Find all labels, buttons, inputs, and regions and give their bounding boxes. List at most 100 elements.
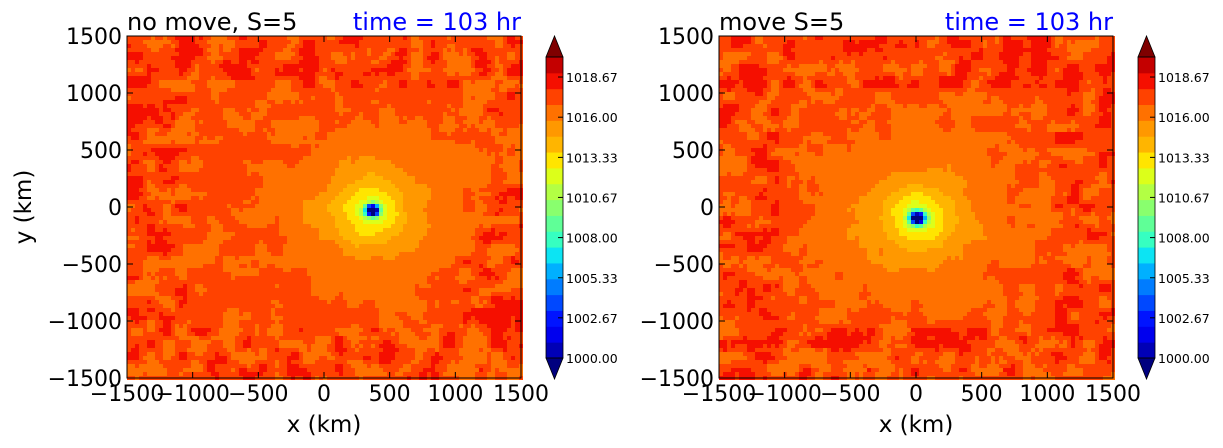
y-tick-label: 1500 (66, 25, 122, 50)
x-tick-label: −1000 (155, 382, 229, 407)
y-tick-label: −1000 (48, 310, 122, 335)
colorbar-segment (1138, 104, 1155, 121)
x-tick-label: −1500 (90, 382, 164, 407)
y-tick-label: −500 (654, 253, 714, 278)
colorbar-tick-label: 1005.33 (1158, 271, 1210, 286)
colorbar-extend-min (1137, 357, 1156, 381)
colorbar-segment (546, 152, 563, 169)
x-tick-label: 1000 (427, 382, 483, 407)
colorbar-segment (546, 215, 563, 232)
y-tick-label: 0 (700, 196, 714, 221)
colorbar-segment (1138, 262, 1155, 280)
colorbar-segment (546, 342, 563, 359)
y-tick-label: 500 (80, 139, 122, 164)
x-tick-label: 500 (369, 382, 411, 407)
y-tick-label: 0 (108, 196, 122, 221)
colorbar-segment (1138, 152, 1155, 169)
colorbar-tick-label: 1018.67 (1158, 70, 1210, 85)
colorbar-extend-min (545, 357, 564, 381)
colorbar-extend-max (545, 34, 564, 58)
colorbar-extend-max (1137, 34, 1156, 58)
colorbar-2: 1000.00 1002.67 1005.33 1008.00 1010.67 1013.… (1137, 34, 1210, 381)
panel-title: move S=5 (719, 8, 844, 36)
pressure-panel-2: −1500−1500−1000−1000−500−500005005001000… (640, 8, 1141, 438)
colorbar-tick-label: 1010.67 (566, 190, 618, 205)
y-tick-label: 1000 (658, 82, 714, 107)
x-tick-label: −500 (228, 382, 288, 407)
panel-title: no move, S=5 (127, 8, 297, 36)
colorbar-segment (1138, 120, 1155, 137)
x-axis-label: x (km) (287, 412, 362, 438)
colorbar-segment (546, 326, 563, 343)
colorbar-segment (546, 88, 563, 106)
colorbar-segment (546, 183, 563, 201)
x-tick-label: −1500 (682, 382, 756, 407)
colorbar-tick-label: 1010.67 (1158, 190, 1210, 205)
colorbar-segment (1138, 231, 1155, 248)
colorbar-segment (1138, 57, 1155, 74)
colorbar-tick-label: 1000.00 (1158, 351, 1210, 366)
colorbar-frame (1137, 56, 1156, 359)
x-tick-label: 0 (317, 382, 331, 407)
y-tick-label: 500 (672, 139, 714, 164)
x-tick-label: 1000 (1019, 382, 1075, 407)
colorbar-tick-label: 1005.33 (566, 271, 618, 286)
colorbar-segment (546, 199, 563, 216)
pressure-field-2 (719, 36, 1115, 380)
colorbar-segment (546, 278, 563, 296)
colorbar-segment (1138, 310, 1155, 327)
colorbar-segment (546, 247, 563, 264)
x-tick-label: 1500 (493, 382, 549, 407)
colorbar-segment (1138, 136, 1155, 153)
colorbar-segment (1138, 294, 1155, 311)
x-tick-label: −500 (820, 382, 880, 407)
y-tick-label: 1500 (658, 25, 714, 50)
colorbar-segment (1138, 167, 1155, 185)
y-tick-label: −500 (62, 253, 122, 278)
colorbar-segment (546, 136, 563, 153)
colorbar-segment (1138, 215, 1155, 232)
colorbar-segment (546, 231, 563, 248)
y-tick-label: −1500 (48, 367, 122, 392)
colorbar-1: 1000.00 1002.67 1005.33 1008.00 1010.67 1013.… (545, 34, 618, 381)
colorbar-segment (546, 294, 563, 311)
colorbar-segment (546, 120, 563, 137)
colorbar-segment (546, 72, 563, 90)
colorbar-tick-label: 1000.00 (566, 351, 618, 366)
colorbar-segment (1138, 326, 1155, 343)
colorbar-segment (1138, 72, 1155, 90)
colorbar-tick-label: 1016.00 (566, 110, 618, 125)
colorbar-segment (1138, 247, 1155, 264)
time-label: time = 103 hr (353, 8, 521, 36)
colorbar-tick-label: 1013.33 (1158, 150, 1210, 165)
colorbar-frame (545, 56, 564, 359)
colorbar-tick-label: 1008.00 (566, 231, 618, 246)
colorbar-tick-label: 1018.67 (566, 70, 618, 85)
colorbar-segment (546, 310, 563, 327)
pressure-field-1 (127, 36, 523, 380)
y-tick-label: −1000 (640, 310, 714, 335)
colorbar-tick-label: 1008.00 (1158, 231, 1210, 246)
colorbar-segment (546, 167, 563, 185)
colorbar-segment (1138, 342, 1155, 359)
y-axis-label: y (km) (11, 170, 37, 245)
colorbar-segment (1138, 199, 1155, 216)
x-axis-label: x (km) (879, 412, 954, 438)
colorbar-tick-label: 1002.67 (566, 311, 618, 326)
colorbar-segment (1138, 183, 1155, 201)
colorbar-segment (546, 104, 563, 121)
colorbar-segment (546, 262, 563, 280)
time-label: time = 103 hr (945, 8, 1113, 36)
pressure-panel-1: −1500−1500−1000−1000−500−500005005001000… (11, 8, 549, 438)
colorbar-tick-label: 1002.67 (1158, 311, 1210, 326)
colorbar-segment (546, 57, 563, 74)
x-tick-label: 500 (961, 382, 1003, 407)
x-tick-label: −1000 (747, 382, 821, 407)
x-tick-label: 1500 (1085, 382, 1141, 407)
x-tick-label: 0 (909, 382, 923, 407)
y-tick-label: −1500 (640, 367, 714, 392)
colorbar-segment (1138, 88, 1155, 106)
colorbar-tick-label: 1013.33 (566, 150, 618, 165)
colorbar-segment (1138, 278, 1155, 296)
